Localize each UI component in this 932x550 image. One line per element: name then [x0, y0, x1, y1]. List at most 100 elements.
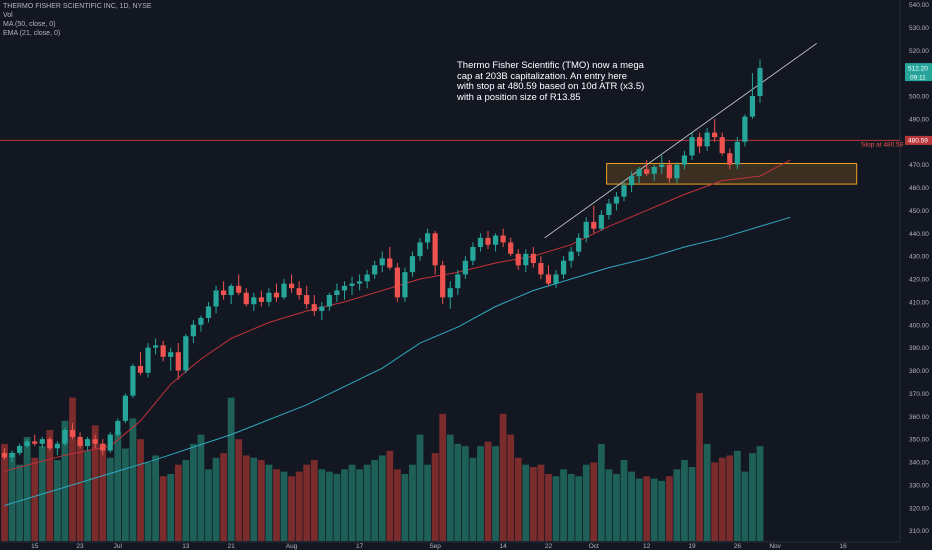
- candle: [681, 150, 688, 170]
- candle: [598, 210, 604, 231]
- candle-body: [326, 295, 332, 307]
- countdown-box: [905, 72, 932, 82]
- candle: [319, 301, 325, 321]
- candle-body: [62, 430, 68, 444]
- current-price-label: 512.20: [908, 65, 928, 72]
- time-tick-label: 21: [228, 543, 236, 550]
- volume-bar: [69, 397, 76, 541]
- volume-bar: [545, 473, 552, 541]
- candle: [198, 315, 204, 332]
- candle: [553, 269, 559, 289]
- volume-bar: [499, 413, 507, 541]
- volume-bar: [174, 464, 182, 541]
- volume-bar: [61, 420, 69, 541]
- volume-bar: [560, 469, 567, 541]
- legend-ma: MA (50, close, 0): [3, 21, 56, 28]
- candle-body: [583, 221, 589, 238]
- candle: [719, 132, 725, 156]
- price-tick-label: 500.00: [909, 94, 929, 101]
- volume-bar: [424, 464, 431, 541]
- volume-bar: [182, 460, 190, 541]
- candle-body: [296, 288, 302, 296]
- volume-bar: [91, 425, 99, 541]
- candle-body: [39, 439, 45, 444]
- candle-body: [704, 132, 710, 147]
- candle-body: [190, 324, 196, 337]
- time-tick-label: 17: [356, 543, 364, 550]
- volume-bar: [507, 434, 515, 541]
- volume-bar: [378, 455, 386, 541]
- candle-body: [409, 256, 416, 273]
- candle-body: [122, 395, 128, 421]
- candle-body: [440, 265, 446, 298]
- candle: [304, 285, 310, 309]
- candle-body: [288, 283, 295, 289]
- annotation-line: Thermo Fisher Scientific (TMO) now a meg…: [457, 60, 644, 71]
- candle: [659, 155, 665, 174]
- volume-bar: [567, 473, 575, 541]
- candle-body: [636, 169, 642, 177]
- volume-bar: [461, 446, 469, 541]
- volume-bar: [635, 478, 643, 541]
- candle: [485, 230, 491, 250]
- candles: [1, 59, 763, 463]
- volume-bar: [99, 443, 107, 541]
- volume-bar: [295, 471, 303, 541]
- candle: [326, 292, 332, 312]
- volume-bar: [756, 446, 764, 541]
- candle-body: [160, 345, 166, 357]
- candle: [477, 233, 484, 252]
- candle-body: [500, 235, 506, 243]
- price-tick-label: 320.00: [909, 505, 929, 512]
- volume-bar: [16, 464, 24, 541]
- volume-bar: [265, 464, 273, 541]
- volume-bar: [537, 464, 545, 541]
- candle: [243, 288, 249, 307]
- volume-bar: [8, 453, 16, 541]
- candle: [130, 363, 136, 398]
- candle-body: [205, 306, 212, 318]
- candle-body: [145, 347, 151, 373]
- volume-bar: [439, 413, 447, 541]
- candle: [236, 274, 242, 296]
- volume-bar: [416, 434, 424, 541]
- volume-bar: [31, 457, 39, 541]
- volume-bar: [106, 457, 114, 541]
- volume-bar: [711, 462, 719, 541]
- candle: [115, 418, 121, 437]
- candle-body: [651, 166, 657, 174]
- candle-body: [742, 116, 748, 142]
- time-tick-label: 14: [500, 543, 508, 550]
- ema21-line: [4, 159, 791, 472]
- volume-bar: [620, 460, 628, 541]
- candle: [100, 439, 106, 456]
- candle-body: [77, 436, 83, 447]
- candle: [153, 338, 159, 355]
- volume-bars: [1, 393, 764, 541]
- price-tick-label: 440.00: [909, 231, 929, 238]
- candle: [183, 333, 189, 373]
- volume-bar: [741, 471, 749, 541]
- candle-body: [621, 185, 627, 197]
- time-tick-label: 23: [76, 543, 84, 550]
- volume-bar: [371, 460, 379, 541]
- candle: [689, 132, 695, 161]
- candle-body: [712, 132, 718, 138]
- candle: [69, 423, 76, 440]
- candle-body: [356, 281, 363, 284]
- candle-body: [560, 260, 567, 275]
- volume-bar: [673, 469, 681, 541]
- time-tick-label: Sep: [429, 543, 441, 550]
- candle: [273, 283, 280, 302]
- candle-body: [674, 164, 680, 179]
- volume-bar: [522, 464, 530, 541]
- candle: [122, 393, 128, 424]
- candle-body: [659, 164, 665, 167]
- volume-bar: [477, 446, 484, 541]
- annotation-line: with stop at 480.59 based on 10d ATR (x3…: [457, 81, 645, 92]
- volume-bar: [167, 473, 175, 541]
- candle-body: [424, 233, 431, 243]
- price-tick-label: 330.00: [909, 482, 929, 489]
- annotation-line: with a position size of R13.85: [457, 91, 581, 103]
- candle-body: [364, 274, 370, 282]
